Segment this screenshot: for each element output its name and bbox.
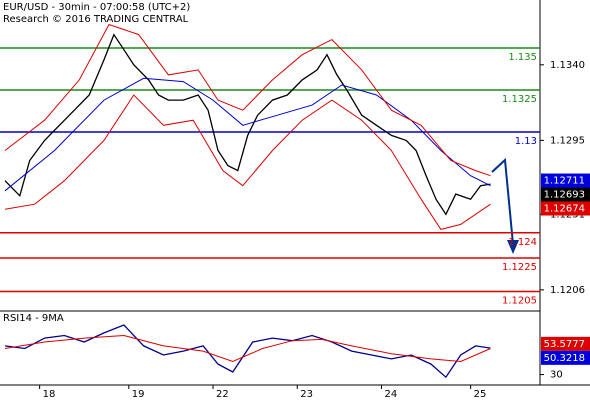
series-line — [4, 94, 491, 230]
level-label: 1.1325 — [502, 94, 537, 105]
series-line — [4, 23, 491, 177]
series-line — [4, 324, 491, 379]
price-label: 50.3218 — [544, 353, 585, 364]
x-tick-label: 22 — [216, 389, 229, 400]
chart-title: EUR/USD - 30min - 07:00:58 (UTC+2) — [3, 2, 190, 13]
rsi-title: RSI14 - 9MA — [3, 313, 64, 324]
series-line — [4, 33, 491, 216]
price-box — [541, 173, 590, 188]
series-line — [4, 77, 491, 192]
y-tick-label: 1.1206 — [550, 285, 585, 296]
price-label: 1.12711 — [544, 176, 585, 187]
x-tick-label: 18 — [43, 389, 56, 400]
level-label: 1.1225 — [502, 262, 537, 273]
y-tick-label: 30 — [550, 370, 563, 381]
x-tick-label: 24 — [384, 389, 397, 400]
level-label: 1.124 — [508, 237, 537, 248]
price-label: 53.5777 — [544, 339, 585, 350]
level-label: 1.13 — [515, 136, 537, 147]
price-label: 1.12674 — [544, 204, 585, 215]
price-box — [541, 336, 590, 351]
chart-subtitle: Research © 2016 TRADING CENTRAL — [3, 14, 189, 25]
x-tick-label: 19 — [132, 389, 145, 400]
y-tick-label: 1.1340 — [550, 60, 585, 71]
forecast-arrow — [491, 157, 519, 254]
price-box — [541, 187, 590, 202]
level-label: 1.1205 — [502, 296, 537, 307]
y-tick-label: 1.1295 — [550, 135, 585, 146]
series-line — [4, 334, 491, 363]
price-box — [541, 201, 590, 216]
level-label: 1.135 — [508, 52, 537, 63]
price-box — [541, 350, 590, 365]
price-label: 1.12693 — [544, 190, 585, 201]
x-tick-label: 23 — [300, 389, 313, 400]
x-tick-label: 25 — [474, 389, 487, 400]
